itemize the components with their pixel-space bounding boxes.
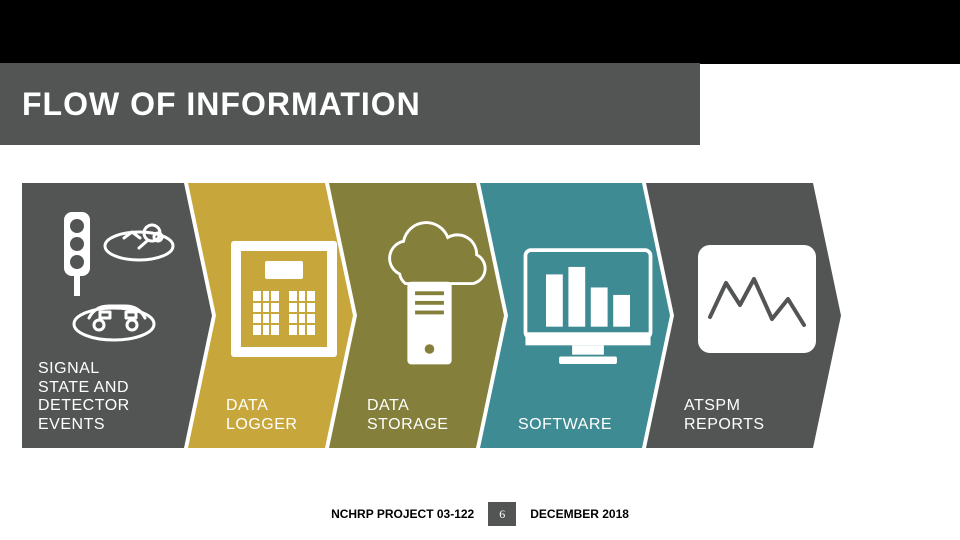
page-title: FLOW OF INFORMATION: [22, 86, 421, 123]
footer-project: NCHRP PROJECT 03-122: [331, 507, 474, 521]
step-label-0: SIGNAL STATE AND DETECTOR EVENTS: [38, 360, 130, 434]
step-label-4: ATSPM REPORTS: [684, 397, 765, 434]
flow-step-1: DATA LOGGER: [188, 183, 353, 448]
title-bar: FLOW OF INFORMATION: [0, 63, 700, 145]
flow-step-0: SIGNAL STATE AND DETECTOR EVENTS: [22, 183, 212, 448]
signal-detector-icon: [54, 206, 184, 356]
flow-diagram: SIGNAL STATE AND DETECTOR EVENTS DAT: [22, 183, 960, 448]
line-report-icon: [692, 239, 822, 359]
cloud-server-icon: [367, 219, 492, 379]
footer: NCHRP PROJECT 03-122 6 DECEMBER 2018: [0, 502, 960, 526]
flow-step-2: DATA STORAGE: [329, 183, 504, 448]
step-label-1: DATA LOGGER: [226, 397, 297, 434]
flow-step-3: SOFTWARE: [480, 183, 670, 448]
flow-step-4: ATSPM REPORTS: [646, 183, 841, 448]
step-label-2: DATA STORAGE: [367, 397, 448, 434]
data-logger-icon: [229, 239, 339, 359]
step-label-3: SOFTWARE: [518, 416, 612, 434]
top-black-bar: [0, 0, 960, 64]
footer-date: DECEMBER 2018: [530, 507, 629, 521]
footer-page-badge: 6: [488, 502, 516, 526]
bar-monitor-icon: [518, 238, 658, 378]
